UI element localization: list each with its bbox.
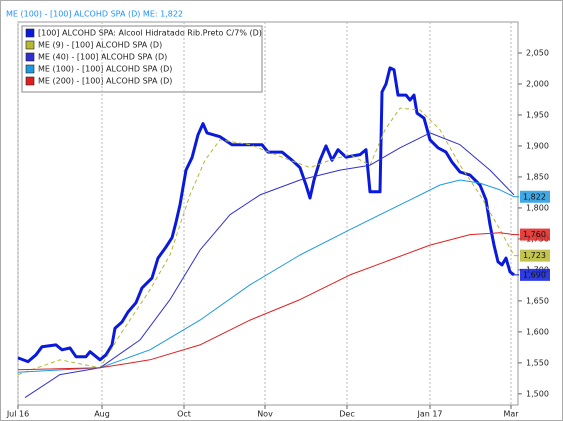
value-tag-label: 1,723 bbox=[523, 251, 546, 260]
value-tag-label: 1,690 bbox=[523, 270, 546, 279]
x-tick-label: Nov bbox=[257, 410, 273, 419]
legend-swatch bbox=[25, 64, 35, 74]
legend-swatch bbox=[25, 40, 35, 50]
x-tick-label: Oct bbox=[177, 410, 191, 419]
x-tick-label: Jan 17 bbox=[416, 410, 442, 419]
y-tick-label: 1,650 bbox=[526, 296, 549, 305]
legend-label: ME (40) - [100] ALCOHD SPA (D) bbox=[38, 53, 167, 62]
value-tag bbox=[520, 228, 550, 241]
legend-label: ME (200) - [100] ALCOHD SPA (D) bbox=[38, 77, 172, 86]
value-tag-label: 1,760 bbox=[523, 230, 546, 239]
value-tag-label: 1,822 bbox=[523, 192, 546, 201]
x-tick-label: Dec bbox=[339, 410, 354, 419]
legend-label: ME (100) - [100] ALCOHD SPA (D) bbox=[38, 65, 172, 74]
legend-swatch bbox=[25, 28, 35, 38]
x-tick-label: Jul 16 bbox=[6, 410, 29, 419]
x-tick-label: Mar bbox=[503, 410, 519, 419]
series-line bbox=[17, 232, 515, 371]
y-tick-label: 1,800 bbox=[526, 203, 549, 212]
legend-swatch bbox=[25, 52, 35, 62]
value-tag bbox=[520, 249, 550, 262]
value-tag bbox=[520, 190, 550, 203]
y-tick-label: 1,600 bbox=[526, 327, 549, 336]
series-line bbox=[17, 66, 515, 364]
y-tick-label: 1,900 bbox=[526, 141, 549, 150]
y-tick-label: 1,950 bbox=[526, 110, 549, 119]
y-tick-label: 1,500 bbox=[526, 389, 549, 398]
legend-label: ME (9) - [100] ALCOHD SPA (D) bbox=[38, 41, 162, 50]
legend-label: [100] ALCOHD SPA: Alcool Hidratado Rib.P… bbox=[38, 29, 262, 38]
value-tag bbox=[520, 268, 550, 281]
y-tick-label: 1,850 bbox=[526, 172, 549, 181]
chart-header: ME (100) - [100] ALCOHD SPA (D) ME: 1,82… bbox=[6, 10, 183, 19]
legend-swatch bbox=[25, 76, 35, 86]
x-tick-label: Aug bbox=[94, 410, 110, 419]
legend-box bbox=[21, 25, 263, 93]
series-line bbox=[17, 107, 515, 376]
legend: [100] ALCOHD SPA: Alcool Hidratado Rib.P… bbox=[21, 25, 263, 93]
series-line bbox=[24, 132, 515, 399]
y-tick-label: 2,000 bbox=[526, 79, 549, 88]
series-line bbox=[17, 179, 515, 373]
y-tick-label: 2,050 bbox=[526, 48, 549, 57]
y-tick-label: 1,550 bbox=[526, 358, 549, 367]
